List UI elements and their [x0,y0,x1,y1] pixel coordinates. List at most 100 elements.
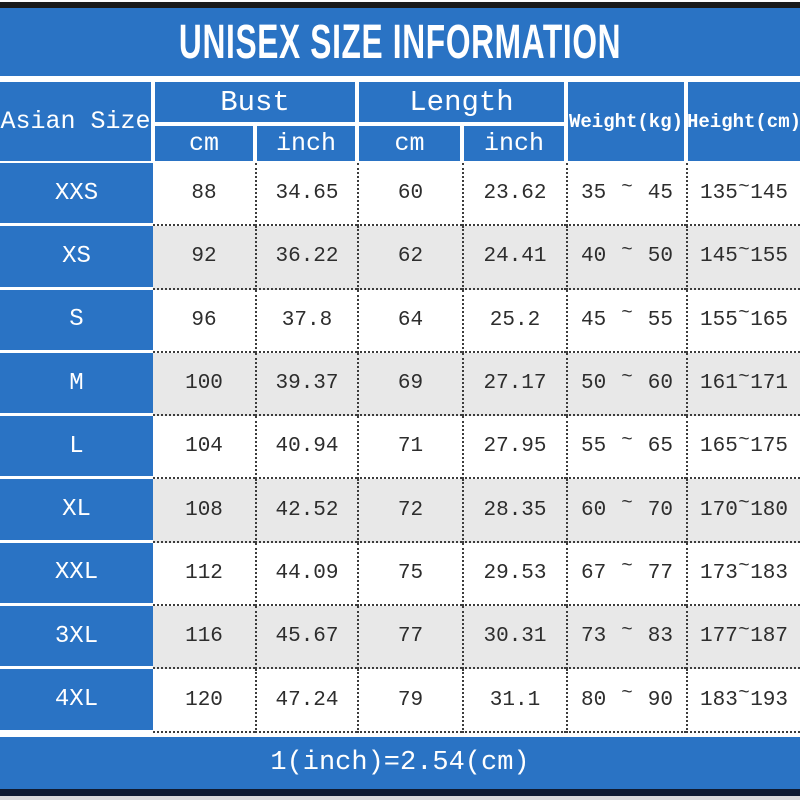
length-inch-cell: 31.1 [462,669,566,733]
header-weight: Weight(kg) [566,80,686,163]
height-min: 161 [700,372,738,396]
weight-min: 40 [581,245,607,269]
bust-cm-cell: 92 [153,226,255,290]
range-tilde: ~ [621,492,633,515]
weight-min: 50 [581,372,607,396]
top-border-bar [0,2,800,8]
header-asian-size: Asian Size [0,80,153,163]
bust-inch-cell: 40.94 [255,416,357,480]
length-cm-cell: 71 [357,416,462,480]
divider [0,76,800,80]
weight-max: 50 [647,245,673,269]
divider [0,732,800,737]
weight-range-cell: 50 ~ 60 [566,352,686,417]
size-cell: 4XL [0,669,153,733]
range-tilde: ~ [621,175,633,198]
header-height: Height(cm) [686,80,800,163]
length-inch-cell: 27.95 [462,416,566,480]
weight-range-cell: 55 ~ 65 [566,416,686,480]
title-band: UNISEX SIZE INFORMATION [0,8,800,76]
length-cm-cell: 75 [357,542,462,607]
height-max: 193 [750,688,788,712]
bust-cm-cell: 116 [153,606,255,670]
header-length-cm: cm [357,124,462,163]
inch-cm-conversion-note: 1(inch)=2.54(cm) [270,747,530,778]
weight-min: 80 [581,688,607,712]
height-range-cell: 183 ~ 193 [686,669,800,733]
bottom-border-bar [0,788,800,796]
weight-range-cell: 40 ~ 50 [566,226,686,290]
length-inch-cell: 25.2 [462,289,566,353]
length-inch-cell: 23.62 [462,163,566,227]
length-cm-cell: 60 [357,163,462,227]
height-range-cell: 155 ~ 165 [686,289,800,353]
range-tilde: ~ [738,682,750,705]
range-tilde: ~ [621,682,633,705]
bust-cm-cell: 108 [153,479,255,543]
length-cm-cell: 72 [357,479,462,543]
length-cm-cell: 69 [357,352,462,417]
weight-max: 60 [647,372,673,396]
weight-range-cell: 80 ~ 90 [566,669,686,733]
bust-inch-cell: 36.22 [255,226,357,290]
height-max: 165 [750,308,788,332]
height-range-cell: 177 ~ 187 [686,606,800,670]
range-tilde: ~ [621,555,633,578]
bust-inch-cell: 42.52 [255,479,357,543]
size-cell: L [0,416,153,480]
weight-max: 55 [647,308,673,332]
height-max: 175 [750,435,788,459]
size-cell: M [0,352,153,417]
weight-range-cell: 35 ~ 45 [566,163,686,227]
weight-min: 55 [581,435,607,459]
length-inch-cell: 29.53 [462,542,566,607]
bottom-edge-sliver [0,795,800,800]
height-range-cell: 173 ~ 183 [686,542,800,607]
height-max: 183 [750,561,788,585]
bust-inch-cell: 34.65 [255,163,357,227]
bust-cm-cell: 104 [153,416,255,480]
bust-inch-cell: 47.24 [255,669,357,733]
height-max: 145 [750,182,788,206]
header-length: Length [357,80,566,124]
height-range-cell: 135 ~ 145 [686,163,800,227]
weight-max: 45 [647,182,673,206]
weight-min: 67 [581,561,607,585]
height-min: 155 [700,308,738,332]
range-tilde: ~ [738,492,750,515]
bust-inch-cell: 39.37 [255,352,357,417]
height-range-cell: 161 ~ 171 [686,352,800,417]
height-range-cell: 170 ~ 180 [686,479,800,543]
range-tilde: ~ [621,365,633,388]
range-tilde: ~ [738,238,750,261]
header-length-inch: inch [462,124,566,163]
weight-max: 70 [647,498,673,522]
size-cell: XL [0,479,153,543]
length-cm-cell: 79 [357,669,462,733]
height-max: 171 [750,372,788,396]
page-title: UNISEX SIZE INFORMATION [178,15,622,69]
weight-max: 65 [647,435,673,459]
height-min: 145 [700,245,738,269]
header-bust-cm: cm [153,124,255,163]
length-cm-cell: 64 [357,289,462,353]
footer-band: 1(inch)=2.54(cm) [0,736,800,789]
header-bust-inch: inch [255,124,357,163]
height-range-cell: 145 ~ 155 [686,226,800,290]
length-inch-cell: 24.41 [462,226,566,290]
top-edge-sliver [0,0,800,2]
size-table: Asian Size Bust Length Weight(kg) Height… [0,80,800,733]
height-max: 187 [750,625,788,649]
weight-min: 60 [581,498,607,522]
height-max: 155 [750,245,788,269]
weight-range-cell: 67 ~ 77 [566,542,686,607]
bust-inch-cell: 37.8 [255,289,357,353]
size-cell: S [0,289,153,353]
height-range-cell: 165 ~ 175 [686,416,800,480]
weight-min: 45 [581,308,607,332]
length-inch-cell: 30.31 [462,606,566,670]
height-min: 170 [700,498,738,522]
weight-range-cell: 73 ~ 83 [566,606,686,670]
height-min: 173 [700,561,738,585]
